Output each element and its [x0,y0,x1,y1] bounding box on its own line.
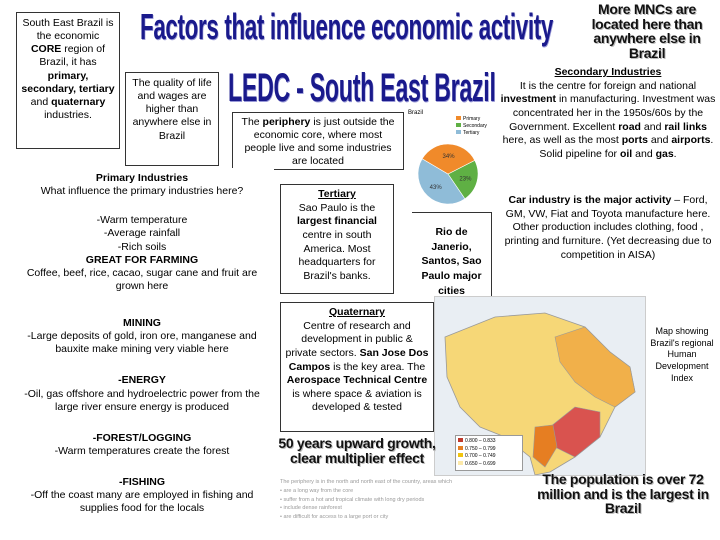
car-industry-text: Car industry is the major activity – For… [504,194,712,261]
secondary-paragraph-1: It is the centre for foreign and nationa… [500,79,716,160]
main-title: Factors that influence economic activity [140,6,554,47]
farming-heading: GREAT FOR FARMING [85,253,199,266]
sector-pie-chart: Brazil Primary Secondary Tertiary 23% 43%… [404,108,496,208]
map-legend-item-3: 0.700 – 0.749 [458,453,520,461]
map-legend-item-1: 0.800 – 0.833 [458,438,520,446]
periphery-desc-line-1: • are a long way from the core [280,487,354,494]
pie-title: Brazil [408,110,424,116]
legend-tertiary: Tertiary [456,130,487,137]
legend-primary: Primary [456,116,487,123]
pie-slice-tertiary-label: 43% [430,185,443,191]
pie-slice-primary [421,143,476,175]
pie-svg: 23% 43% 34% [417,143,479,205]
map-svg [444,312,636,475]
intro-quaternary: quaternary [51,95,106,108]
mnc-slogan: More MNCs are located here than anywhere… [591,1,703,62]
map-legend: 0.800 – 0.833 0.750 – 0.799 0.700 – 0.74… [455,435,523,471]
intro-text-1: South East Brazil is the economic [22,17,114,43]
pie-slice-primary-label: 34% [443,154,456,160]
intro-sectors: primary, secondary, tertiary [21,69,115,95]
periphery-box: The periphery is just outside the econom… [232,112,404,170]
intro-text-3: and [30,95,52,108]
pie-slice-tertiary [417,158,466,205]
pie-slice-secondary-label: 23% [459,176,472,182]
periphery-desc-line-3: • include dense rainforest [280,505,342,512]
forest-heading: -FOREST/LOGGING [92,431,192,444]
energy-text: -Oil, gas offshore and hydroelectric pow… [24,387,260,413]
periphery-desc-line-2: • suffer from a hot and tropical climate… [280,496,425,503]
map-legend-item-4: 0.650 – 0.699 [458,460,520,469]
periphery-description: The periphery is in the north and north … [280,478,520,522]
forest-text: -Warm temperatures create the forest [54,444,230,457]
subtitle: LEDC - South East Brazil [228,66,496,110]
primary-question: What influence the primary industries he… [40,185,244,198]
map-caption: Map showing Brazil's regional Human Deve… [650,326,714,383]
periphery-text-2: is just outside the economic core, where… [244,116,395,168]
quaternary-box: Quaternary Centre of research and develo… [280,302,434,432]
fishing-text: -Off the coast many are employed in fish… [30,489,254,515]
periphery-bold: periphery [262,116,311,128]
map-legend-item-2: 0.750 – 0.799 [458,445,520,454]
secondary-heading: Secondary Industries [554,66,662,78]
intro-text-4: industries. [44,108,92,121]
farming-crops: Coffee, beef, rice, cacao, sugar cane an… [26,266,258,292]
periphery-desc-line-4: • are difficult for access to a large po… [280,514,389,521]
intro-text-2: region of Brazil, it has [39,43,106,69]
mining-heading: MINING [123,317,161,329]
primary-industries-box: Primary Industries What influence the pr… [10,168,274,538]
secondary-section: Secondary Industries It is the centre fo… [496,66,720,161]
periphery-desc-intro: The periphery is in the north and north … [280,479,453,485]
intro-core: CORE [30,43,62,56]
farming-factors: -Warm temperature -Average rainfall -Ric… [96,214,188,253]
energy-heading: -ENERGY [118,374,166,387]
intro-box: South East Brazil is the economic CORE r… [16,12,120,149]
mining-text: -Large deposits of gold, iron ore, manga… [27,330,257,356]
population-slogan: The population is over 72 million and is… [537,471,709,517]
tertiary-heading: Tertiary [318,188,356,200]
pie-legend: Primary Secondary Tertiary [456,116,487,137]
growth-slogan: 50 years upward growth, clear multiplier… [278,435,436,466]
legend-secondary: Secondary [456,123,487,130]
fishing-heading: -FISHING [118,476,166,488]
primary-heading: Primary Industries [95,172,189,184]
quaternary-heading: Quaternary [328,306,386,318]
periphery-text-1: The [241,116,263,128]
tertiary-box: Tertiary Sao Paulo is the largest financ… [280,184,394,294]
brazil-hdi-map: 0.800 – 0.833 0.750 – 0.799 0.700 – 0.74… [434,296,646,476]
quality-box: The quality of life and wages are higher… [125,72,219,166]
pie-slice-secondary [447,159,479,200]
